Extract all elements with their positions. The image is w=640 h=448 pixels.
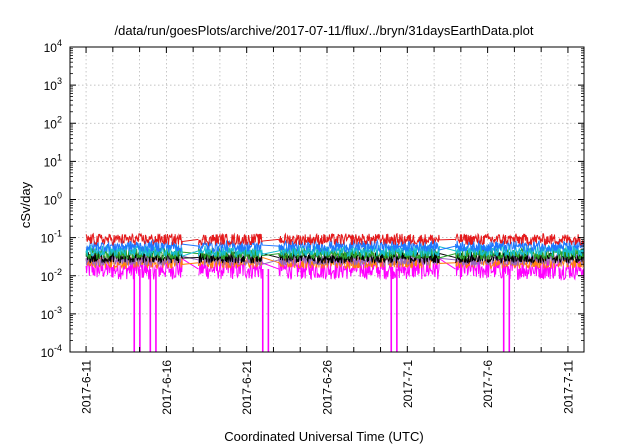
y-tick-label: 10-2 <box>41 267 62 284</box>
y-tick-label: 10-1 <box>41 229 62 246</box>
x-axis-label: Coordinated Universal Time (UTC) <box>224 429 423 444</box>
x-tick-label: 2017-7-1 <box>401 360 415 408</box>
x-axis: 2017-6-11 2017-6-16 2017-6-21 2017-6-26 2017… <box>80 47 575 415</box>
y-axis: 10-4 10-3 10-2 10-1 100 101 102 103 104 <box>41 38 584 360</box>
x-tick-label: 2017-7-11 <box>561 360 575 414</box>
y-axis-label: cSv/day <box>18 181 33 228</box>
chart-title: /data/run/goesPlots/archive/2017-07-11/f… <box>115 23 534 38</box>
x-tick-label: 2017-6-26 <box>321 360 335 415</box>
y-tick-label: 101 <box>44 152 62 169</box>
y-tick-label: 103 <box>44 76 62 93</box>
series-line <box>85 243 585 259</box>
y-tick-label: 104 <box>44 38 62 55</box>
x-tick-label: 2017-6-21 <box>240 360 254 415</box>
x-tick-label: 2017-6-16 <box>160 360 174 415</box>
plot-data <box>85 232 585 352</box>
series-line <box>85 232 585 247</box>
y-tick-label: 10-3 <box>41 305 62 322</box>
grid <box>70 47 584 352</box>
x-tick-label: 2017-7-6 <box>481 360 495 408</box>
y-tick-label: 10-4 <box>41 343 62 360</box>
y-tick-label: 102 <box>44 114 62 131</box>
y-tick-label: 100 <box>44 191 62 208</box>
x-tick-label: 2017-6-11 <box>80 360 94 414</box>
